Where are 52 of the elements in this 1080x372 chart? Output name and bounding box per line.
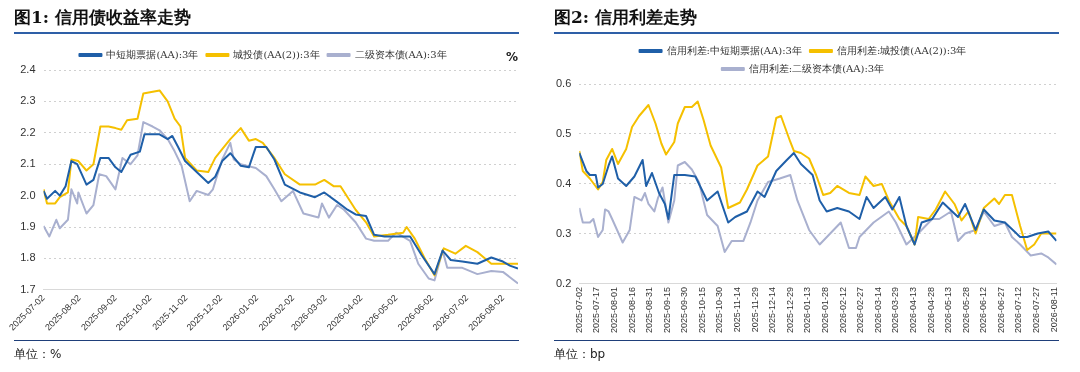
legend-label: 信用利差:城投债(AA(2)):3年 [836, 44, 967, 56]
y-tick-label: 0.6 [555, 77, 572, 90]
x-tick-label: 2025-12-14 [767, 286, 778, 334]
legend-label: 信用利差:中短期票据(AA):3年 [666, 44, 802, 56]
y-tick-label: 2.3 [20, 94, 36, 107]
x-tick-label: 2026-02-27 [855, 286, 866, 334]
x-tick-label: 2026-06-27 [995, 286, 1006, 334]
x-tick-label: 2025-10-15 [696, 286, 707, 334]
x-tick-label: 2026-05-13 [943, 286, 954, 334]
x-tick-label: 2026-07-12 [1013, 286, 1024, 334]
x-tick-label: 2025-09-15 [661, 286, 672, 334]
chart-title: 图1: 信用债收益率走势 [14, 6, 519, 34]
y-tick-label: 1.8 [20, 251, 36, 264]
x-tick-label: 2025-10-30 [714, 286, 725, 334]
y-tick-label: 0.4 [555, 177, 572, 190]
x-tick-label: 2026-08-11 [1048, 286, 1059, 333]
y-tick-label: 2.4 [20, 63, 36, 76]
legend-label: 信用利差:二级资本债(AA):3年 [748, 62, 885, 74]
text: 单位：bp [554, 340, 1059, 363]
x-tick-label: 2026-01-13 [802, 286, 813, 334]
x-tick-label: 2025-11-14 [732, 286, 743, 333]
chart-title: 图2: 信用利差走势 [554, 6, 1059, 34]
x-tick-label: 2026-06-12 [978, 286, 989, 334]
y-tick-label: 0.2 [555, 276, 572, 289]
y-tick-label: 0.5 [555, 127, 572, 140]
x-tick-label: 2025-08-31 [644, 286, 655, 334]
y-tick-label: 0.3 [555, 227, 572, 239]
x-tick-label: 2026-02-12 [837, 286, 848, 334]
x-tick-label: 2025-12-29 [784, 286, 795, 334]
x-tick-label: 2025-07-02 [573, 286, 584, 334]
y-tick-label: 2.0 [20, 188, 36, 201]
x-tick-label: 2025-08-01 [608, 286, 619, 334]
x-tick-label: 2026-03-29 [890, 286, 901, 334]
x-tick-label: 2026-05-28 [960, 286, 971, 334]
x-tick-label: 2025-11-29 [749, 286, 760, 333]
x-tick-label: 2025-09-30 [679, 286, 690, 334]
x-tick-label: 2025-07-17 [591, 286, 602, 334]
y-tick-label: 2.2 [20, 125, 36, 138]
x-tick-label: 2026-03-14 [872, 286, 883, 334]
y-tick-label: 1.7 [20, 282, 36, 295]
y-tick-label: 2.1 [20, 157, 36, 170]
legend-label: 中短期票据(AA):3年 [106, 48, 199, 60]
x-tick-label: 2026-01-28 [820, 286, 830, 334]
x-tick-label: 2025-08-16 [626, 286, 637, 334]
x-tick-label: 2026-07-27 [1031, 286, 1042, 334]
y-tick-label: 1.9 [20, 220, 36, 233]
x-tick-label: 2026-04-28 [925, 286, 936, 334]
legend-label: 二级资本债(AA):3年 [354, 48, 447, 60]
y-axis-title: % [505, 50, 518, 65]
x-tick-label: 2026-04-13 [907, 286, 918, 334]
text: 单位：% [14, 340, 519, 363]
legend-label: 城投债(AA(2)):3年 [232, 48, 320, 60]
